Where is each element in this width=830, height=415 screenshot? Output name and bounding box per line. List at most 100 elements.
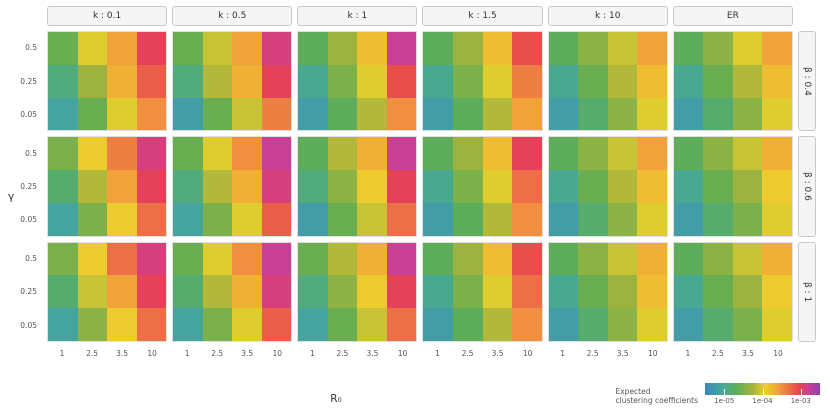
heatmap-cell — [298, 308, 328, 341]
facet-col-strip-1: k : 0.1 — [47, 6, 168, 26]
y-axis-title: γ — [8, 190, 15, 203]
heatmap-cell — [673, 97, 704, 131]
x-tick-label: 1 — [59, 349, 65, 358]
colorbar-tick-mark — [800, 389, 802, 395]
heatmap-cell — [732, 202, 763, 236]
heatmap-panel-k:0.1-β:1 — [47, 241, 168, 342]
x-tick-labels-col-1: 1 2.5 3.5 10 — [47, 347, 167, 363]
heatmap-panel-k:10-β:0.4 — [547, 31, 668, 132]
heatmap-cell — [423, 64, 454, 98]
heatmap-cell — [202, 64, 233, 98]
heatmap-cell — [232, 64, 262, 98]
heatmap-cell — [357, 137, 387, 171]
heatmap-cell — [512, 137, 542, 171]
heatmap-cell — [298, 137, 328, 171]
x-tick-label: 10 — [522, 349, 533, 358]
heatmap-cell — [48, 64, 78, 98]
heatmap-cell — [762, 97, 792, 131]
heatmap-cell — [173, 137, 203, 171]
heatmap-cell — [732, 308, 763, 341]
heatmap-cell — [607, 308, 638, 341]
heatmap-cell — [261, 170, 292, 203]
heatmap-cell — [386, 308, 417, 341]
heatmap-cell — [261, 32, 292, 65]
heatmap-cell — [732, 97, 763, 131]
heatmap-cell — [482, 170, 513, 203]
heatmap-cell — [357, 97, 387, 131]
y-tick-labels-row-1: 0.5 0.25 0.05 — [8, 31, 42, 131]
heatmap-cell — [136, 275, 167, 309]
heatmap-cell — [202, 275, 233, 309]
x-tick-labels-col-3: 1 2.5 3.5 10 — [297, 347, 417, 363]
heatmap-cell — [703, 308, 733, 341]
x-tick-label: 1 — [560, 349, 566, 358]
x-tick-label: 2.5 — [461, 349, 474, 358]
colorbar-tick-label: 1e-04 — [752, 397, 773, 405]
heatmap-cell — [232, 32, 262, 65]
colorbar-legend: Expected clustering coefficients 1e-05 1e… — [616, 383, 820, 409]
heatmap-cell — [136, 202, 167, 236]
heatmap-cell — [298, 170, 328, 203]
heatmap-cell — [327, 97, 358, 131]
heatmap-cell — [607, 64, 638, 98]
heatmap-cell — [578, 64, 608, 98]
heatmap-cell — [453, 32, 483, 65]
heatmap-cell — [48, 202, 78, 236]
heatmap-cell — [703, 64, 733, 98]
heatmap-cell — [298, 32, 328, 65]
heatmap-cell — [732, 170, 763, 203]
y-tick-label: 0.5 — [25, 253, 37, 263]
heatmap-panel-k:10-β:0.6 — [547, 136, 668, 237]
heatmap-cell — [762, 32, 792, 65]
heatmap-cell — [637, 137, 667, 171]
heatmap-cell — [732, 137, 763, 171]
heatmap-panel-k:1-β:1 — [297, 241, 418, 342]
colorbar-tick-label: 1e-05 — [714, 397, 735, 405]
heatmap-cell — [232, 137, 262, 171]
heatmap-cell — [107, 242, 137, 276]
heatmap-cell — [202, 32, 233, 65]
heatmap-cell — [232, 242, 262, 276]
heatmap-cell — [423, 308, 454, 341]
x-tick-label: 1 — [685, 349, 691, 358]
heatmap-cell — [386, 32, 417, 65]
heatmap-cell — [423, 275, 454, 309]
heatmap-cell — [453, 97, 483, 131]
heatmap-cell — [578, 97, 608, 131]
heatmap-cell — [298, 242, 328, 276]
heatmap-cell — [578, 202, 608, 236]
heatmap-cell — [386, 97, 417, 131]
heatmap-cell — [673, 275, 704, 309]
y-tick-labels-row-3: 0.5 0.25 0.05 — [8, 242, 42, 342]
heatmap-cell — [732, 32, 763, 65]
heatmap-cell — [386, 275, 417, 309]
heatmap-cell — [703, 242, 733, 276]
heatmap-cell — [261, 64, 292, 98]
heatmap-cell — [762, 202, 792, 236]
colorbar-tick-mark — [762, 389, 764, 395]
heatmap-cell — [77, 242, 108, 276]
x-tick-labels-col-5: 1 2.5 3.5 10 — [548, 347, 668, 363]
heatmap-cell — [48, 137, 78, 171]
heatmap-cell — [482, 242, 513, 276]
heatmap-cell — [607, 137, 638, 171]
heatmap-cell — [173, 170, 203, 203]
heatmap-panel-ER-β:0.4 — [672, 31, 793, 132]
heatmap-cell — [261, 242, 292, 276]
heatmap-cell — [298, 64, 328, 98]
heatmap-cell — [762, 308, 792, 341]
x-tick-label: 10 — [773, 349, 783, 358]
heatmap-cell — [673, 202, 704, 236]
heatmap-panel-k:10-β:1 — [547, 241, 668, 342]
heatmap-cell — [423, 137, 454, 171]
heatmap-cell — [232, 202, 262, 236]
heatmap-panel-k:0.5-β:0.6 — [172, 136, 293, 237]
heatmap-cell — [107, 32, 137, 65]
heatmap-panel-ER-β:0.6 — [672, 136, 793, 237]
x-tick-label: 3.5 — [116, 349, 129, 358]
heatmap-cell — [202, 242, 233, 276]
heatmap-cell — [48, 242, 78, 276]
heatmap-cell — [327, 32, 358, 65]
